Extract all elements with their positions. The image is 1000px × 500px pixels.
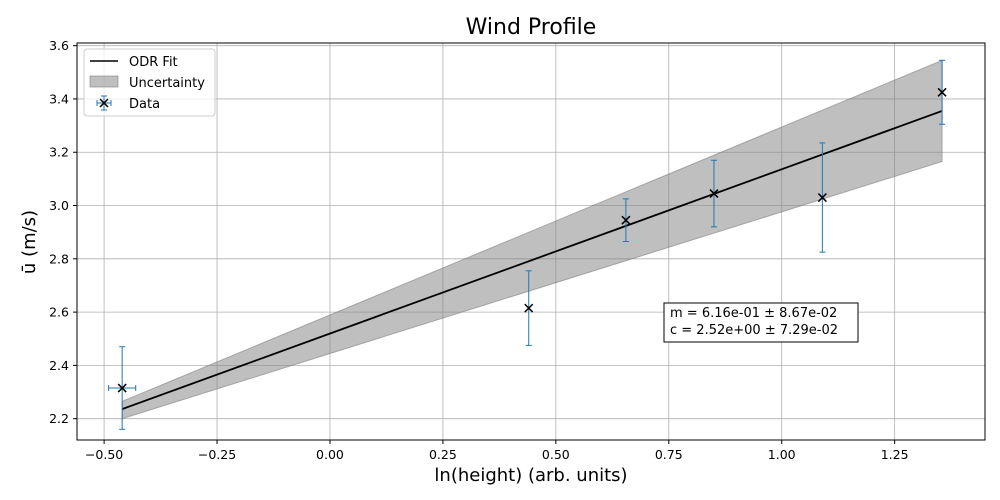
y-tick-label: 3.6 — [49, 38, 69, 53]
legend-swatch-uncertainty — [89, 75, 119, 88]
data-point — [524, 270, 534, 346]
y-tick-label: 3.2 — [49, 145, 69, 160]
data-point — [709, 159, 719, 228]
data-point — [817, 142, 827, 253]
plot-frame — [76, 42, 986, 441]
y-tick-label: 3.0 — [49, 198, 69, 213]
data-marker — [709, 189, 719, 199]
annotation-intercept: c = 2.52e+00 ± 7.29e-02 — [670, 323, 838, 338]
legend-label-data: Data — [129, 97, 160, 112]
fit-parameters-annotation: m = 6.16e-01 ± 8.67e-02 c = 2.52e+00 ± 7… — [663, 302, 859, 343]
annotation-box — [663, 302, 859, 343]
x-tick-label: 1.25 — [881, 447, 909, 462]
x-tick-label: 0.00 — [316, 447, 344, 462]
legend: ODR Fit Uncertainty Data — [83, 48, 216, 117]
x-tick-label: −0.25 — [198, 447, 236, 462]
fit-line-layer — [121, 110, 943, 410]
axis-ticks: −0.50 −0.25 0.00 0.25 0.50 0.75 1.00 1.25 2.2 2.4… — [49, 38, 908, 462]
x-tick-label: 0.75 — [655, 447, 683, 462]
x-axis-label: ln(height) (arb. units) — [434, 465, 627, 486]
data-points-layer — [108, 59, 947, 430]
data-marker — [524, 303, 534, 313]
y-tick-label: 2.2 — [49, 411, 69, 426]
data-marker — [621, 215, 631, 225]
data-point — [937, 59, 947, 125]
y-tick-label: 3.4 — [49, 91, 69, 106]
legend-swatch-data — [96, 95, 112, 111]
y-tick-label: 2.8 — [49, 251, 69, 266]
x-tick-label: −0.50 — [85, 447, 123, 462]
x-tick-label: 1.00 — [768, 447, 796, 462]
data-marker — [117, 383, 127, 393]
x-tick-label: 0.50 — [542, 447, 570, 462]
legend-label-fit: ODR Fit — [129, 55, 178, 70]
annotation-slope: m = 6.16e-01 ± 8.67e-02 — [670, 306, 837, 321]
y-tick-label: 2.6 — [49, 305, 69, 320]
data-marker — [817, 193, 827, 203]
x-tick-label: 0.25 — [429, 447, 457, 462]
legend-box — [83, 48, 216, 117]
chart-title: Wind Profile — [466, 15, 597, 40]
data-marker — [937, 87, 947, 97]
y-axis-label: ū (m/s) — [19, 210, 40, 274]
legend-label-uncertainty: Uncertainty — [129, 76, 205, 91]
odr-fit-line — [121, 110, 943, 410]
data-point — [621, 198, 631, 242]
data-point — [108, 346, 137, 430]
y-tick-label: 2.4 — [49, 358, 69, 373]
